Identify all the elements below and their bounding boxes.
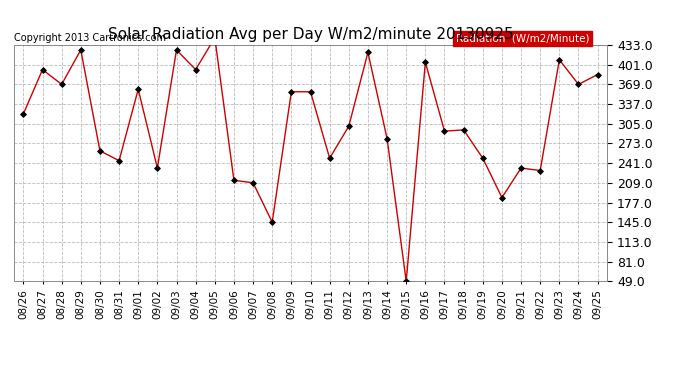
Text: Copyright 2013 Cartronics.com: Copyright 2013 Cartronics.com <box>14 33 166 43</box>
Text: Radiation  (W/m2/Minute): Radiation (W/m2/Minute) <box>456 34 589 44</box>
Title: Solar Radiation Avg per Day W/m2/minute 20130925: Solar Radiation Avg per Day W/m2/minute … <box>108 27 513 42</box>
